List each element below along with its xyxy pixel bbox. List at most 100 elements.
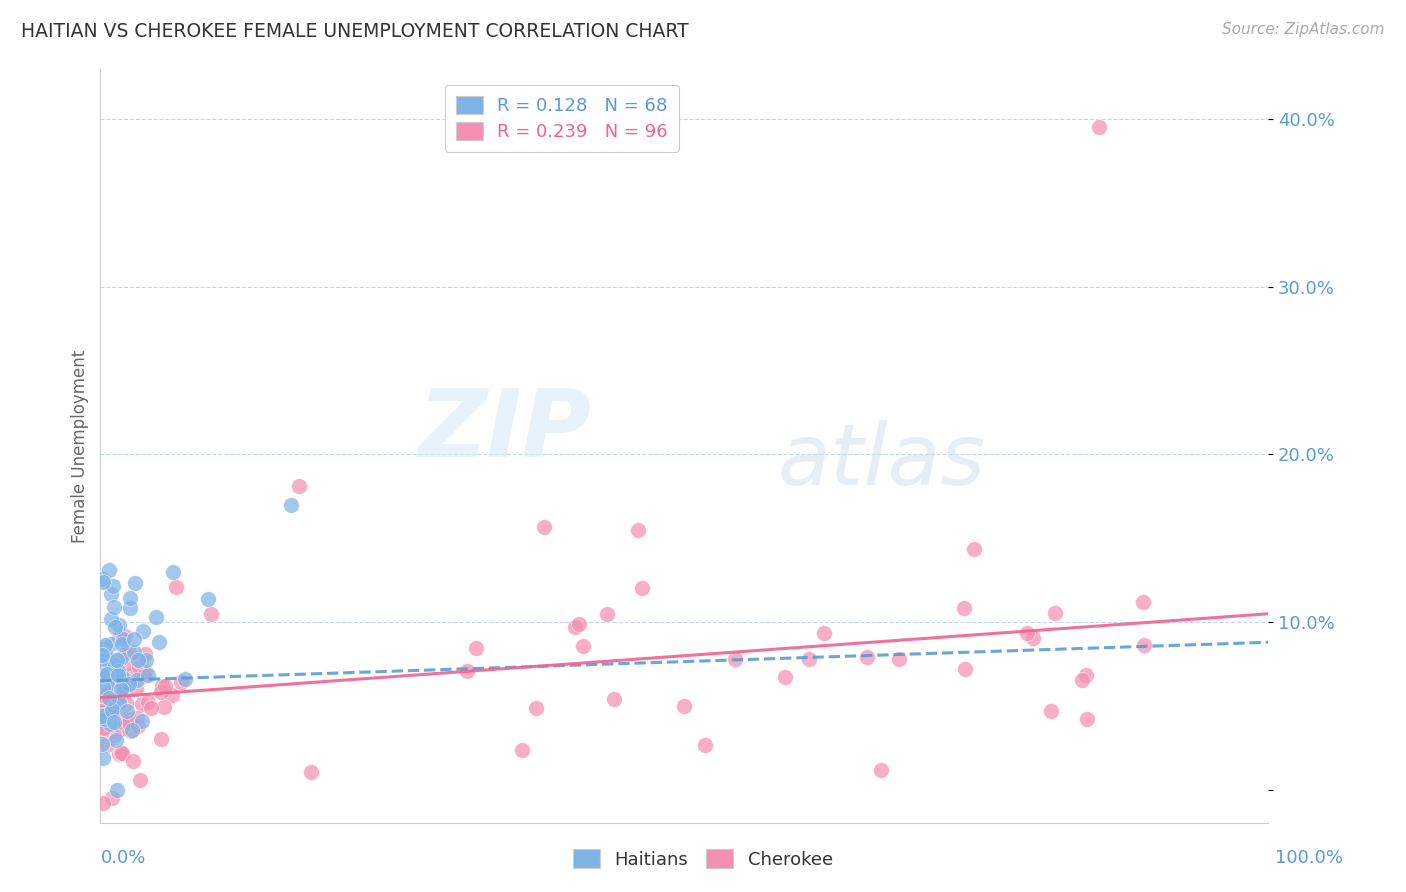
Point [165, 580, 187, 594]
Point [128, 659, 150, 673]
Point [953, 601, 976, 615]
Point [127, 673, 149, 687]
Point [152, 699, 174, 714]
Point [197, 592, 219, 607]
Point [121, 754, 143, 768]
Point [93, 694, 115, 708]
Point [122, 632, 145, 647]
Legend: R = 0.128   N = 68, R = 0.239   N = 96: R = 0.128 N = 68, R = 0.239 N = 96 [444, 85, 679, 152]
Point [148, 635, 170, 649]
Point [103, 715, 125, 730]
Point [170, 675, 193, 690]
Point [114, 657, 136, 671]
Point [90, 709, 112, 723]
Point [524, 701, 547, 715]
Point [1070, 673, 1092, 688]
Point [111, 670, 134, 684]
Point [723, 652, 745, 666]
Point [131, 714, 153, 728]
Point [122, 645, 145, 659]
Point [90, 657, 112, 672]
Point [105, 716, 128, 731]
Point [695, 738, 717, 752]
Point [118, 645, 141, 659]
Point [105, 661, 128, 675]
Point [98, 690, 121, 705]
Point [533, 519, 555, 533]
Point [103, 728, 125, 742]
Point [813, 625, 835, 640]
Point [118, 676, 141, 690]
Point [114, 629, 136, 643]
Point [150, 731, 173, 746]
Point [97, 671, 120, 685]
Point [512, 743, 534, 757]
Point [111, 746, 134, 760]
Point [94, 712, 117, 726]
Text: 0.0%: 0.0% [101, 849, 146, 867]
Text: HAITIAN VS CHEROKEE FEMALE UNEMPLOYMENT CORRELATION CHART: HAITIAN VS CHEROKEE FEMALE UNEMPLOYMENT … [21, 22, 689, 41]
Point [953, 662, 976, 676]
Point [127, 719, 149, 733]
Point [124, 576, 146, 591]
Point [90, 711, 112, 725]
Point [465, 641, 488, 656]
Point [141, 700, 163, 714]
Point [138, 668, 160, 682]
Point [108, 695, 131, 709]
Point [145, 610, 167, 624]
Point [98, 563, 121, 577]
Point [103, 699, 125, 714]
Point [117, 705, 139, 719]
Point [456, 664, 478, 678]
Point [280, 498, 302, 512]
Point [129, 772, 152, 787]
Point [127, 653, 149, 667]
Point [1132, 595, 1154, 609]
Point [288, 479, 311, 493]
Point [125, 681, 148, 696]
Point [603, 691, 626, 706]
Point [110, 690, 132, 704]
Point [101, 579, 124, 593]
Point [100, 636, 122, 650]
Point [120, 591, 142, 605]
Point [134, 647, 156, 661]
Point [160, 688, 183, 702]
Point [105, 653, 128, 667]
Point [103, 599, 125, 614]
Point [93, 638, 115, 652]
Point [91, 751, 114, 765]
Point [631, 581, 654, 595]
Point [118, 716, 141, 731]
Point [96, 739, 118, 753]
Point [96, 651, 118, 665]
Point [96, 667, 118, 681]
Point [150, 685, 173, 699]
Point [104, 657, 127, 672]
Point [110, 746, 132, 760]
Point [855, 650, 877, 665]
Point [111, 681, 134, 695]
Point [104, 620, 127, 634]
Point [108, 697, 131, 711]
Text: Source: ZipAtlas.com: Source: ZipAtlas.com [1222, 22, 1385, 37]
Point [150, 679, 173, 693]
Point [114, 680, 136, 694]
Point [110, 722, 132, 736]
Point [200, 607, 222, 622]
Point [110, 682, 132, 697]
Text: ZIP: ZIP [418, 385, 591, 477]
Point [299, 765, 322, 780]
Point [90, 737, 112, 751]
Point [107, 783, 129, 797]
Point [572, 640, 595, 654]
Point [110, 650, 132, 665]
Point [94, 648, 117, 662]
Point [96, 678, 118, 692]
Y-axis label: Female Unemployment: Female Unemployment [72, 350, 89, 542]
Point [1088, 120, 1111, 135]
Point [1076, 713, 1098, 727]
Point [96, 702, 118, 716]
Point [101, 700, 124, 714]
